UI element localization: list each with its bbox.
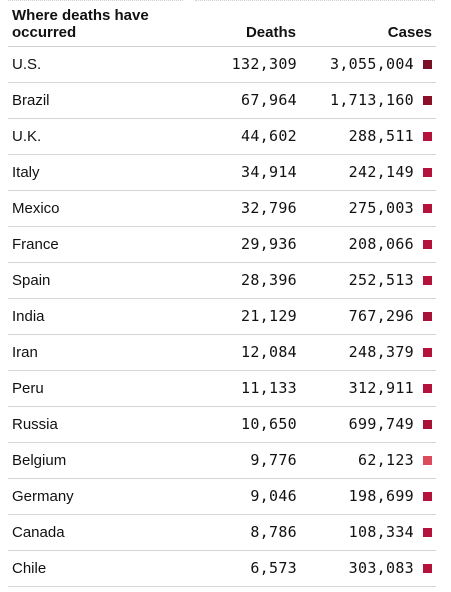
country-name: U.K. [12, 128, 42, 145]
table-row: U.S. 132,309 3,055,004 [8, 47, 436, 83]
cases-value: 303,083 [348, 559, 414, 577]
case-color-swatch [423, 492, 432, 501]
case-color-swatch [423, 312, 432, 321]
table-row: India 21,129 767,296 [8, 299, 436, 335]
country-name: Italy [12, 164, 40, 181]
country-name: Canada [12, 524, 65, 541]
cases-value: 699,749 [348, 415, 414, 433]
table-row: Brazil 67,964 1,713,160 [8, 83, 436, 119]
country-name: Mexico [12, 200, 60, 217]
country-name: Iran [12, 344, 38, 361]
cases-value: 198,699 [348, 487, 414, 505]
table-row: Belgium 9,776 62,123 [8, 443, 436, 479]
table-row: Canada 8,786 108,334 [8, 515, 436, 551]
country-name: Russia [12, 416, 58, 433]
deaths-column-header: Deaths [245, 24, 296, 41]
deaths-value: 34,914 [241, 163, 297, 181]
deaths-value: 132,309 [231, 55, 297, 73]
case-color-swatch [423, 384, 432, 393]
country-column-header: Where deaths have occurred [12, 7, 149, 41]
deaths-value: 67,964 [241, 91, 297, 109]
cases-value: 242,149 [348, 163, 414, 181]
table-header: Where deaths have occurred Deaths Cases [8, 4, 436, 47]
case-color-swatch [423, 240, 432, 249]
cases-column-header: Cases [387, 24, 432, 41]
cases-value: 312,911 [348, 379, 414, 397]
case-color-swatch [423, 204, 432, 213]
country-name: France [12, 236, 59, 253]
table-row: Italy 34,914 242,149 [8, 155, 436, 191]
cases-value: 252,513 [348, 271, 414, 289]
table-body: U.S. 132,309 3,055,004 Brazil 67,964 1,713,16… [8, 47, 436, 587]
case-color-swatch [423, 276, 432, 285]
country-name: Germany [12, 488, 74, 505]
table-row: Germany 9,046 198,699 [8, 479, 436, 515]
country-name: Chile [12, 560, 47, 577]
deaths-value: 9,776 [250, 451, 297, 469]
top-divider-right [195, 0, 435, 2]
deaths-value: 32,796 [241, 199, 297, 217]
deaths-value: 21,129 [241, 307, 297, 325]
case-color-swatch [423, 132, 432, 141]
cases-value: 108,334 [348, 523, 414, 541]
deaths-value: 9,046 [250, 487, 297, 505]
case-color-swatch [423, 168, 432, 177]
covid-table: Where deaths have occurred Deaths Cases … [8, 4, 436, 587]
case-color-swatch [423, 60, 432, 69]
table-row: Iran 12,084 248,379 [8, 335, 436, 371]
table-row: France 29,936 208,066 [8, 227, 436, 263]
top-divider-left [8, 0, 183, 2]
table-row: Chile 6,573 303,083 [8, 551, 436, 587]
country-name: Belgium [12, 452, 67, 469]
deaths-value: 6,573 [250, 559, 297, 577]
deaths-value: 11,133 [241, 379, 297, 397]
cases-value: 3,055,004 [330, 55, 414, 73]
table-row: Russia 10,650 699,749 [8, 407, 436, 443]
country-name: Peru [12, 380, 44, 397]
deaths-value: 28,396 [241, 271, 297, 289]
case-color-swatch [423, 528, 432, 537]
cases-value: 275,003 [348, 199, 414, 217]
deaths-value: 8,786 [250, 523, 297, 541]
deaths-value: 29,936 [241, 235, 297, 253]
country-name: U.S. [12, 56, 42, 73]
cases-value: 248,379 [348, 343, 414, 361]
country-name: India [12, 308, 45, 325]
case-color-swatch [423, 420, 432, 429]
table-row: Spain 28,396 252,513 [8, 263, 436, 299]
table-row: Mexico 32,796 275,003 [8, 191, 436, 227]
table-row: Peru 11,133 312,911 [8, 371, 436, 407]
country-name: Spain [12, 272, 51, 289]
cases-value: 62,123 [358, 451, 414, 469]
case-color-swatch [423, 564, 432, 573]
case-color-swatch [423, 96, 432, 105]
table-row: U.K. 44,602 288,511 [8, 119, 436, 155]
deaths-value: 10,650 [241, 415, 297, 433]
deaths-value: 44,602 [241, 127, 297, 145]
country-name: Brazil [12, 92, 50, 109]
cases-value: 288,511 [348, 127, 414, 145]
deaths-value: 12,084 [241, 343, 297, 361]
case-color-swatch [423, 348, 432, 357]
case-color-swatch [423, 456, 432, 465]
cases-value: 208,066 [348, 235, 414, 253]
cases-value: 1,713,160 [330, 91, 414, 109]
cases-value: 767,296 [348, 307, 414, 325]
